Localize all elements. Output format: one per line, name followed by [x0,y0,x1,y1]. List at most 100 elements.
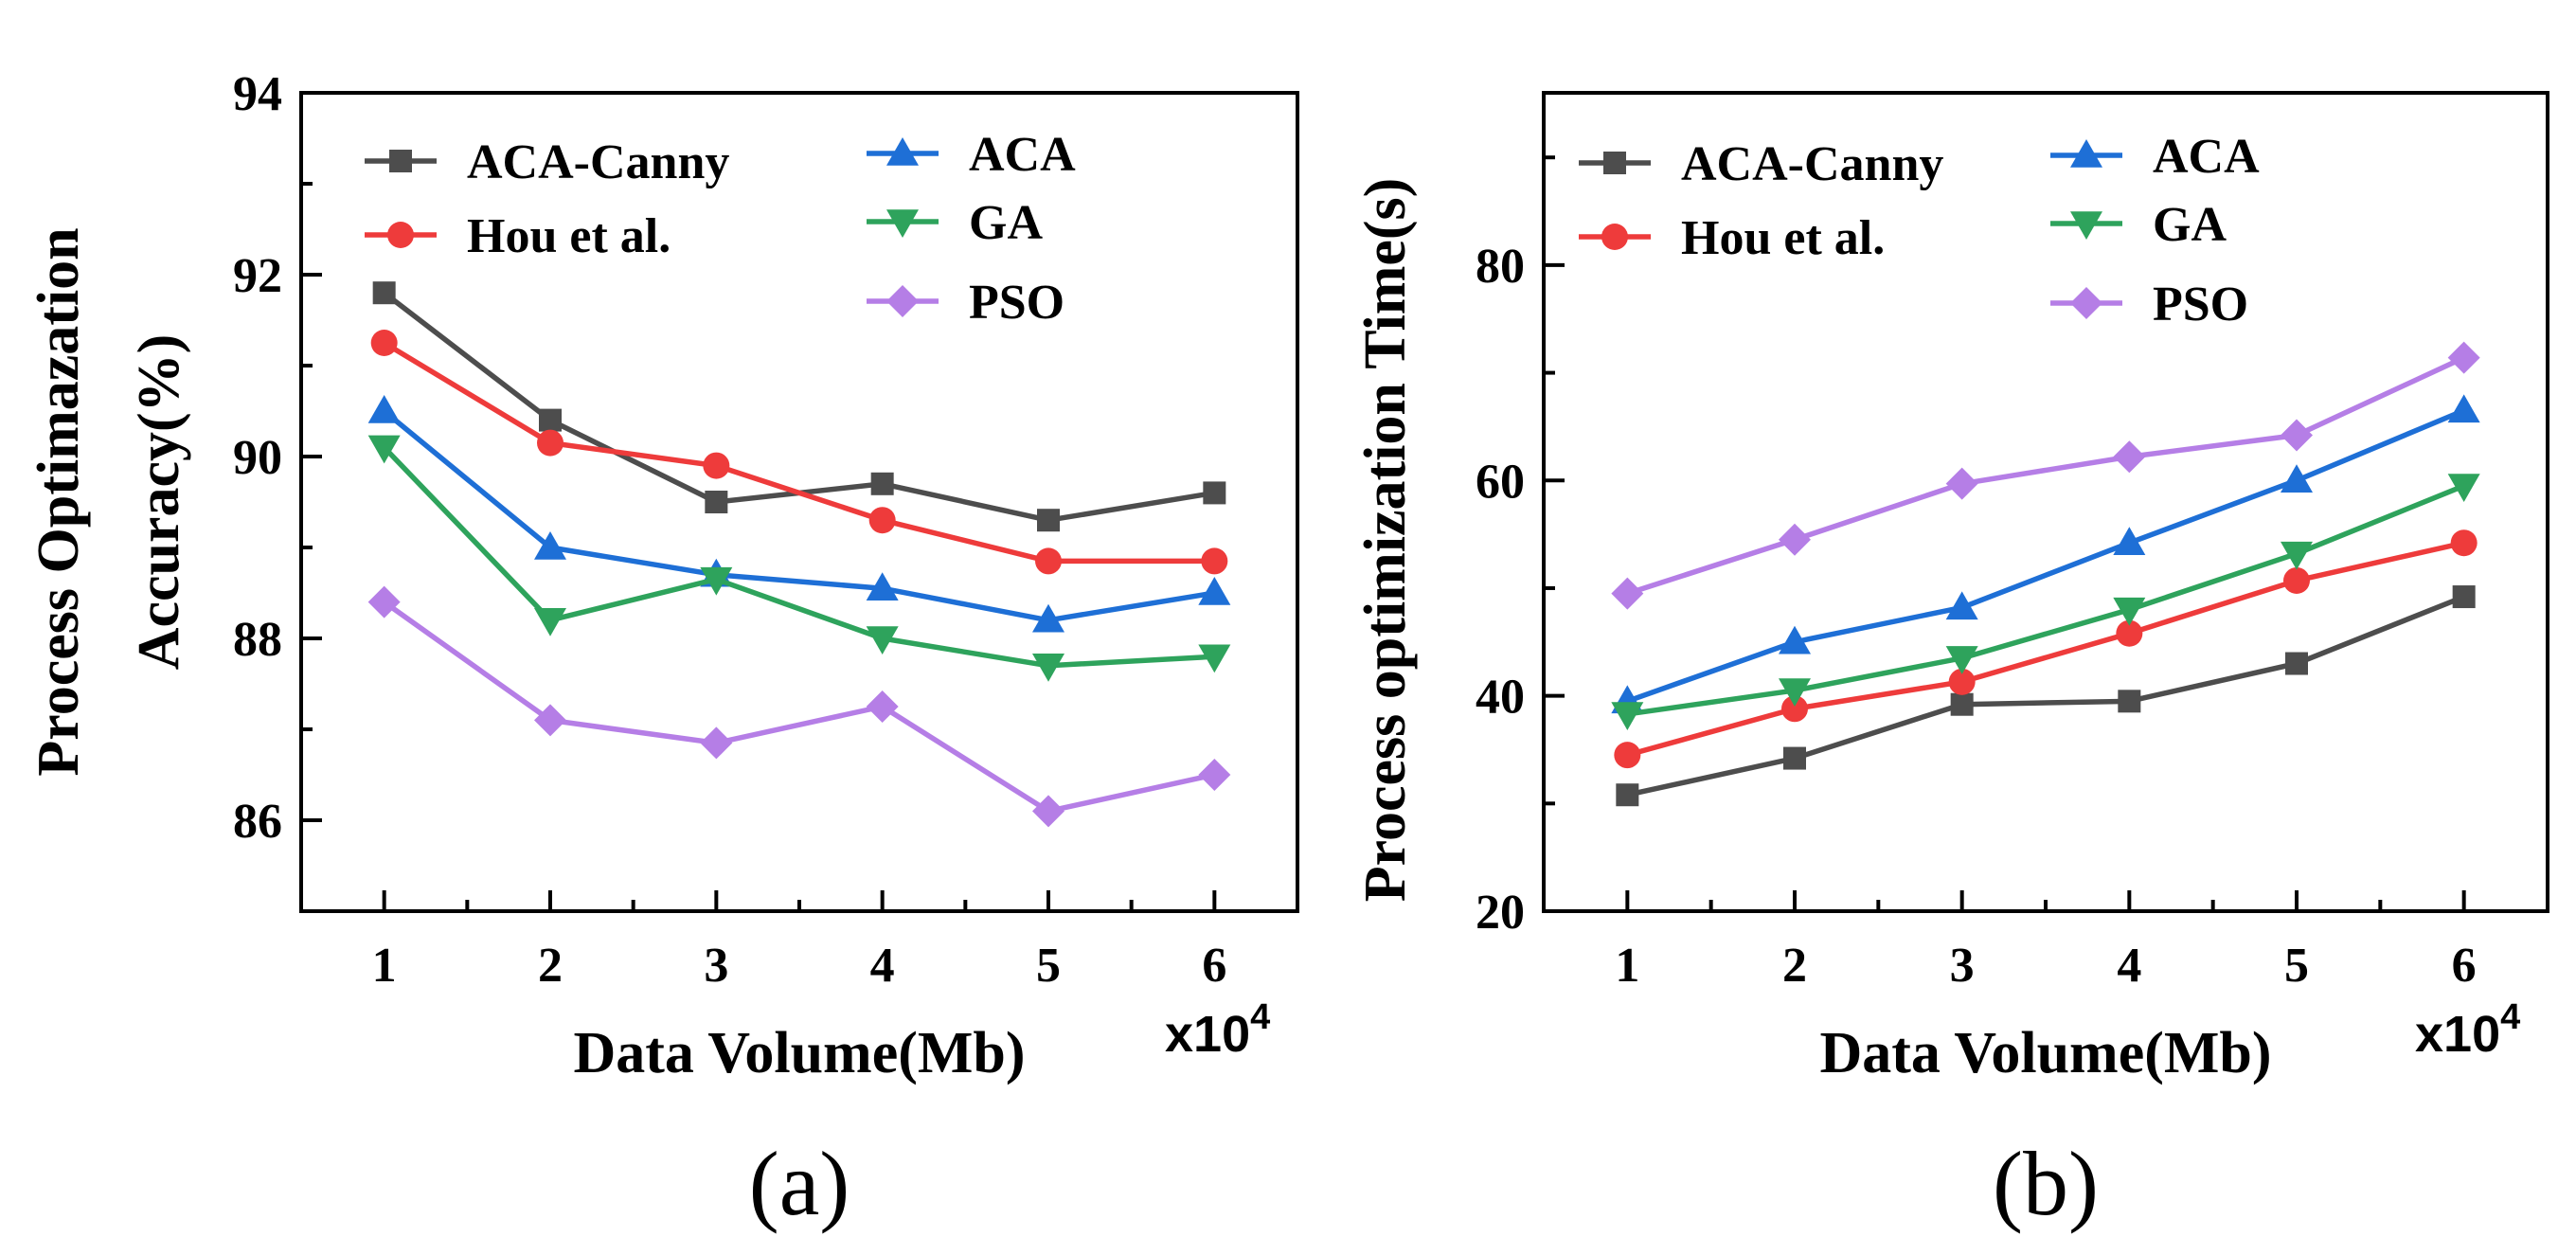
x-axis-title: Data Volume(Mb) [1819,1021,2271,1085]
data-point [1201,547,1228,575]
data-point [1032,603,1064,633]
data-point [1781,695,1808,723]
legend-label: GA [2153,198,2227,252]
data-point [1032,795,1064,828]
legend-label: GA [969,196,1043,250]
x-tick-label: 4 [2117,939,2141,993]
legend-label: PSO [969,276,1064,330]
data-point [1032,654,1064,682]
y-axis-title: Process optimization Time(s) [1353,178,1418,903]
series-hou-et-al- [370,330,1228,575]
data-point [2452,585,2476,609]
legend-marker [387,222,414,248]
series-line [383,340,1215,565]
data-point [1779,523,1811,556]
y-tick-label: 90 [233,431,282,485]
y-tick-label: 20 [1476,886,1525,940]
legend-item: ACA [2050,130,2260,184]
data-point [367,435,401,464]
y-tick-label: 80 [1476,240,1525,294]
data-point [1611,702,1644,730]
legend-label: Hou et al. [1681,211,1885,265]
x-multiplier-base: x10 [2415,1006,2500,1063]
data-point [534,531,566,560]
data-point [1948,668,1976,695]
series-line [1626,407,2465,704]
legend-item: Hou et al. [365,209,671,263]
legend-marker [2070,139,2102,168]
series-pso [1611,341,2480,610]
legend-label: PSO [2153,278,2248,332]
data-point [866,626,899,654]
x-tick-label: 5 [2284,939,2309,993]
panel-label: (a) [749,1133,850,1234]
x-multiplier-exponent: 4 [2500,997,2520,1037]
data-point [2447,394,2480,423]
legend-item: GA [867,196,1043,250]
data-point [868,507,896,534]
data-point [2447,341,2480,374]
legend-item: ACA [867,128,1076,182]
data-point [870,472,894,495]
series-line [1626,483,2465,717]
data-point [2118,690,2141,713]
x-multiplier-exponent: 4 [1250,997,1270,1037]
data-point [1783,746,1806,770]
series-ga [367,435,1231,682]
series-ga [1611,474,2480,730]
x-tick-label: 1 [1615,939,1639,993]
x-multiplier: x104 [1165,997,1270,1063]
series-aca-canny [1616,585,2476,807]
legend-label: ACA [2153,130,2260,184]
series-line [1626,540,2465,758]
x-tick-label: 1 [372,939,397,993]
series-pso [367,585,1231,828]
data-point [1611,577,1644,610]
data-point [1945,646,1978,674]
series-hou-et-al- [1614,529,2478,769]
y-tick-label: 94 [233,67,282,121]
legend-label: Hou et al. [467,209,671,263]
data-point [2285,652,2308,675]
panel-label: (b) [1993,1133,2099,1234]
series-line [1626,355,2465,597]
x-tick-label: 6 [1202,939,1226,993]
data-point [2113,527,2146,555]
data-point [1616,783,1639,807]
data-point [866,690,899,723]
data-point [1779,678,1811,707]
data-point [700,726,733,760]
legend-item: ACA-Canny [365,135,729,189]
y-tick-label: 92 [233,249,282,303]
data-point [2450,529,2478,557]
legend-marker [1601,224,1628,250]
x-tick-label: 3 [1950,939,1975,993]
legend-item: GA [2050,198,2227,252]
series-aca [1611,394,2480,714]
legend-marker [1603,152,1626,174]
data-point [370,330,398,356]
data-point [2281,464,2313,493]
x-axis-title: Data Volume(Mb) [573,1021,1025,1085]
x-tick-label: 2 [1782,939,1807,993]
y-tick-label: 86 [233,795,282,849]
data-point [1203,481,1226,505]
legend-marker [886,209,919,238]
legend-item: PSO [2050,278,2248,332]
data-point [2113,597,2146,626]
data-point [1779,625,1811,654]
y-axis-title: Accuracy(%) [127,334,191,671]
x-tick-label: 4 [870,939,895,993]
legend-label: ACA-Canny [467,135,729,189]
x-multiplier: x104 [2415,997,2520,1063]
data-point [1950,692,1974,716]
data-point [2113,440,2146,474]
data-point [367,585,401,618]
data-point [1198,644,1231,673]
x-tick-label: 3 [704,939,728,993]
data-point [1035,547,1062,575]
data-point [534,704,566,737]
